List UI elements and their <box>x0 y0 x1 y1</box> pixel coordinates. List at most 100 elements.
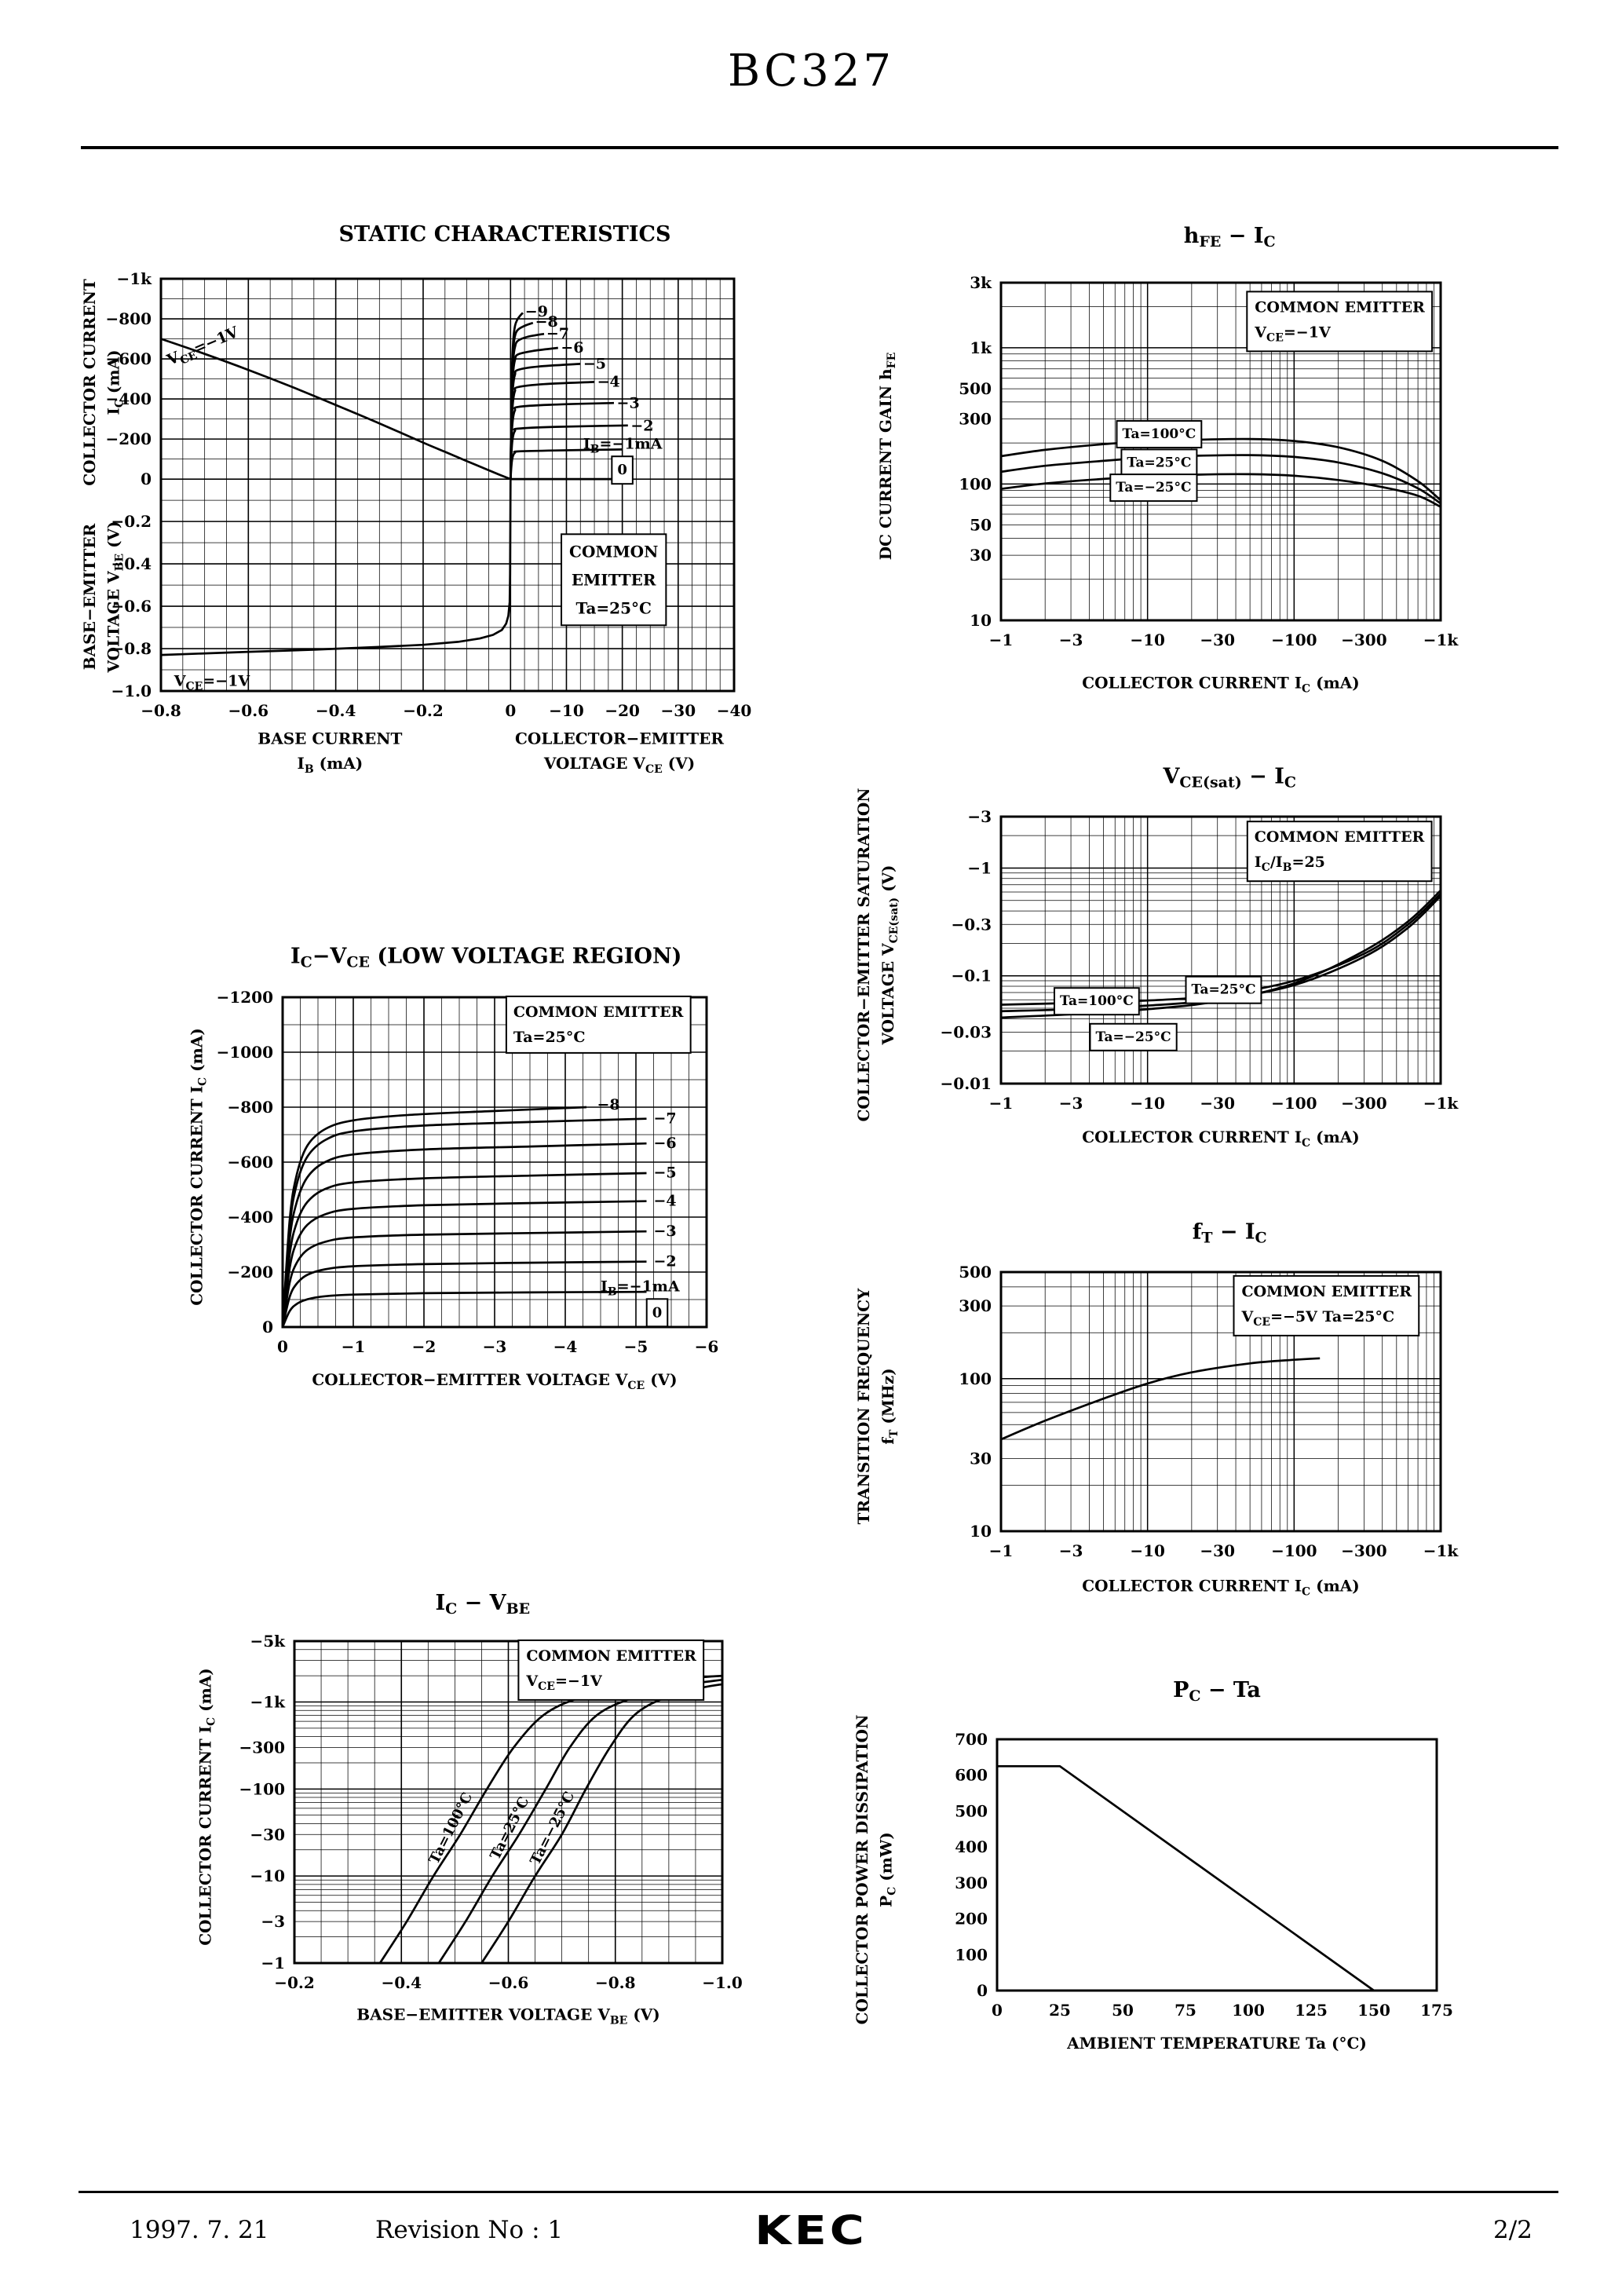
svg-text:−100: −100 <box>1271 631 1317 649</box>
svg-text:−0.2: −0.2 <box>274 1973 315 1992</box>
svg-text:−1k: −1k <box>1423 1541 1459 1560</box>
svg-text:300: 300 <box>955 1874 988 1892</box>
svg-text:−4: −4 <box>597 374 620 391</box>
svg-text:COLLECTOR CURRENT IC (mA): COLLECTOR CURRENT IC (mA) <box>1082 1576 1360 1598</box>
boxed-label: Ta=100°C <box>1053 987 1140 1016</box>
page-title: BC327 <box>728 46 894 97</box>
svg-text:−0.2: −0.2 <box>403 701 444 720</box>
svg-text:500: 500 <box>955 1801 988 1820</box>
svg-text:−10: −10 <box>1130 1094 1165 1113</box>
svg-text:Ta=100°C: Ta=100°C <box>1122 426 1196 442</box>
series-IB=-3mA <box>281 1230 647 1328</box>
svg-text:30: 30 <box>970 546 992 565</box>
hfe-ic-plot: −1 −3 −10 −30 −100 −300 −1k 3k 1k 500 300 100 50 30 10… <box>876 224 1459 696</box>
svg-text:Ta=−25°C: Ta=−25°C <box>1116 480 1191 495</box>
svg-text:COMMON EMITTER: COMMON EMITTER <box>1255 298 1425 316</box>
vcesat-ic-plot: −1 −3 −10 −30 −100 −300 −1k −3 −1 −0.3 −0.1 −0.03 −0… <box>854 765 1459 1150</box>
svg-text:0: 0 <box>992 2001 1003 2020</box>
plot-border <box>293 1640 724 1965</box>
series-IB=-3mA <box>509 401 615 480</box>
svg-text:IC/IB=25: IC/IB=25 <box>1255 854 1325 874</box>
chart-vcesat-ic: −1 −3 −10 −30 −100 −300 −1k −3 −1 −0.3 −0.1 −0.03 −0… <box>832 730 1578 1170</box>
svg-text:BASE−EMITTER VOLTAGE VBE (V): BASE−EMITTER VOLTAGE VBE (V) <box>356 2005 660 2027</box>
svg-text:fT − IC: fT − IC <box>1193 1220 1267 1247</box>
svg-text:−1000: −1000 <box>217 1043 273 1062</box>
svg-text:COLLECTOR CURRENT IC (mA): COLLECTOR CURRENT IC (mA) <box>1082 1128 1360 1150</box>
svg-text:−3: −3 <box>483 1337 507 1356</box>
svg-text:VOLTAGE VBE (V): VOLTAGE VBE (V) <box>104 521 126 673</box>
pc-ta-plot: 0 25 50 75 100 125 150 175 700 600 500 400 300 200 100… <box>853 1678 1453 2053</box>
svg-text:DC CURRENT GAIN hFE: DC CURRENT GAIN hFE <box>876 353 898 561</box>
svg-text:−3: −3 <box>1059 631 1083 649</box>
svg-text:300: 300 <box>959 1296 992 1315</box>
svg-text:Ta=25°C: Ta=25°C <box>575 598 651 617</box>
boxed-label: Ta=100°C <box>1116 420 1203 448</box>
svg-text:VCE=−1V: VCE=−1V <box>164 324 243 372</box>
svg-text:BASE CURRENT: BASE CURRENT <box>258 729 402 748</box>
svg-text:−0.4: −0.4 <box>381 1973 422 1992</box>
svg-text:−8: −8 <box>535 313 558 331</box>
svg-text:−10: −10 <box>1130 1541 1165 1560</box>
svg-text:−6: −6 <box>654 1135 677 1152</box>
svg-text:COLLECTOR POWER DISSIPATION: COLLECTOR POWER DISSIPATION <box>853 1715 871 2025</box>
svg-text:−1: −1 <box>989 1541 1014 1560</box>
svg-text:VCE(sat) − IC: VCE(sat) − IC <box>1162 765 1296 792</box>
svg-text:−3: −3 <box>261 1912 285 1931</box>
chart-ft-ic: −1 −3 −10 −30 −100 −300 −1k 500 300 100 30 10 fT − I… <box>832 1186 1578 1614</box>
svg-text:−800: −800 <box>227 1098 273 1117</box>
svg-text:1k: 1k <box>970 338 992 357</box>
svg-text:−0.4: −0.4 <box>111 554 152 573</box>
svg-text:−30: −30 <box>1200 1094 1235 1113</box>
plot-border <box>995 1738 1438 1992</box>
svg-text:COMMON EMITTER: COMMON EMITTER <box>526 1647 696 1665</box>
svg-text:−1: −1 <box>342 1337 366 1356</box>
svg-text:−300: −300 <box>1341 631 1387 649</box>
svg-text:COLLECTOR CURRENT: COLLECTOR CURRENT <box>80 279 99 486</box>
svg-text:Ta=25°C: Ta=25°C <box>513 1029 586 1046</box>
boxed-label: COMMON EMITTER VCE=−5V Ta=25°C <box>1233 1274 1420 1336</box>
svg-text:−30: −30 <box>250 1825 285 1844</box>
svg-text:−5: −5 <box>654 1164 677 1182</box>
svg-text:−600: −600 <box>227 1153 273 1172</box>
svg-text:−100: −100 <box>239 1779 285 1798</box>
svg-text:hFE − IC: hFE − IC <box>1184 224 1276 250</box>
svg-text:COMMON: COMMON <box>569 542 658 561</box>
svg-text:−0.6: −0.6 <box>488 1973 529 1992</box>
svg-text:Ta=25°C: Ta=25°C <box>487 1794 532 1863</box>
svg-text:COMMON EMITTER: COMMON EMITTER <box>1242 1283 1412 1300</box>
svg-text:−1200: −1200 <box>217 988 273 1007</box>
svg-text:−300: −300 <box>1341 1094 1387 1113</box>
svg-text:300: 300 <box>959 410 992 429</box>
chart-ic-vbe: −0.2 −0.4 −0.6 −0.8 −1.0 −5k −1k −300 −100 −30 −10… <box>75 1578 765 2128</box>
svg-text:0: 0 <box>141 470 152 488</box>
chart-ic-vce-low-voltage: 0 −1 −2 −3 −4 −5 −6 −1200 −1000 −800 −600 −400 −200 0… <box>75 927 765 1429</box>
svg-text:−400: −400 <box>105 389 152 408</box>
svg-text:Ta=−25°C: Ta=−25°C <box>1095 1029 1171 1045</box>
svg-text:Ta=−25°C: Ta=−25°C <box>527 1789 578 1867</box>
svg-text:−6: −6 <box>695 1337 719 1356</box>
svg-text:COLLECTOR−EMITTER: COLLECTOR−EMITTER <box>515 729 724 748</box>
svg-text:Ta=25°C: Ta=25°C <box>1192 982 1256 998</box>
series-VBE vs IB (VCE=-1V) <box>160 479 512 656</box>
svg-text:−300: −300 <box>239 1738 285 1757</box>
footer-rule <box>79 2191 1558 2193</box>
svg-text:100: 100 <box>955 1945 988 1964</box>
svg-text:500: 500 <box>959 1263 992 1281</box>
svg-text:−100: −100 <box>1271 1541 1317 1560</box>
svg-text:PC (mW): PC (mW) <box>877 1832 899 1907</box>
boxed-label: COMMON EMITTER VCE=−1V <box>517 1639 705 1701</box>
ft-ic-plot: −1 −3 −10 −30 −100 −300 −1k 500 300 100 30 10 fT − I… <box>854 1220 1459 1599</box>
svg-text:−4: −4 <box>654 1192 677 1209</box>
svg-text:VOLTAGE VCE(sat) (V): VOLTAGE VCE(sat) (V) <box>879 865 901 1045</box>
svg-text:25: 25 <box>1049 2001 1071 2020</box>
boxed-label: 0 <box>611 455 634 485</box>
svg-text:−8: −8 <box>597 1096 620 1113</box>
svg-text:−400: −400 <box>227 1208 273 1227</box>
svg-text:Ta=25°C: Ta=25°C <box>1127 455 1191 470</box>
svg-text:0: 0 <box>617 462 627 478</box>
svg-text:0: 0 <box>652 1304 663 1321</box>
svg-text:0: 0 <box>977 1981 988 2000</box>
svg-text:COMMON EMITTER: COMMON EMITTER <box>1255 828 1425 846</box>
svg-text:IB (mA): IB (mA) <box>297 754 363 776</box>
svg-text:−3: −3 <box>1059 1094 1083 1113</box>
